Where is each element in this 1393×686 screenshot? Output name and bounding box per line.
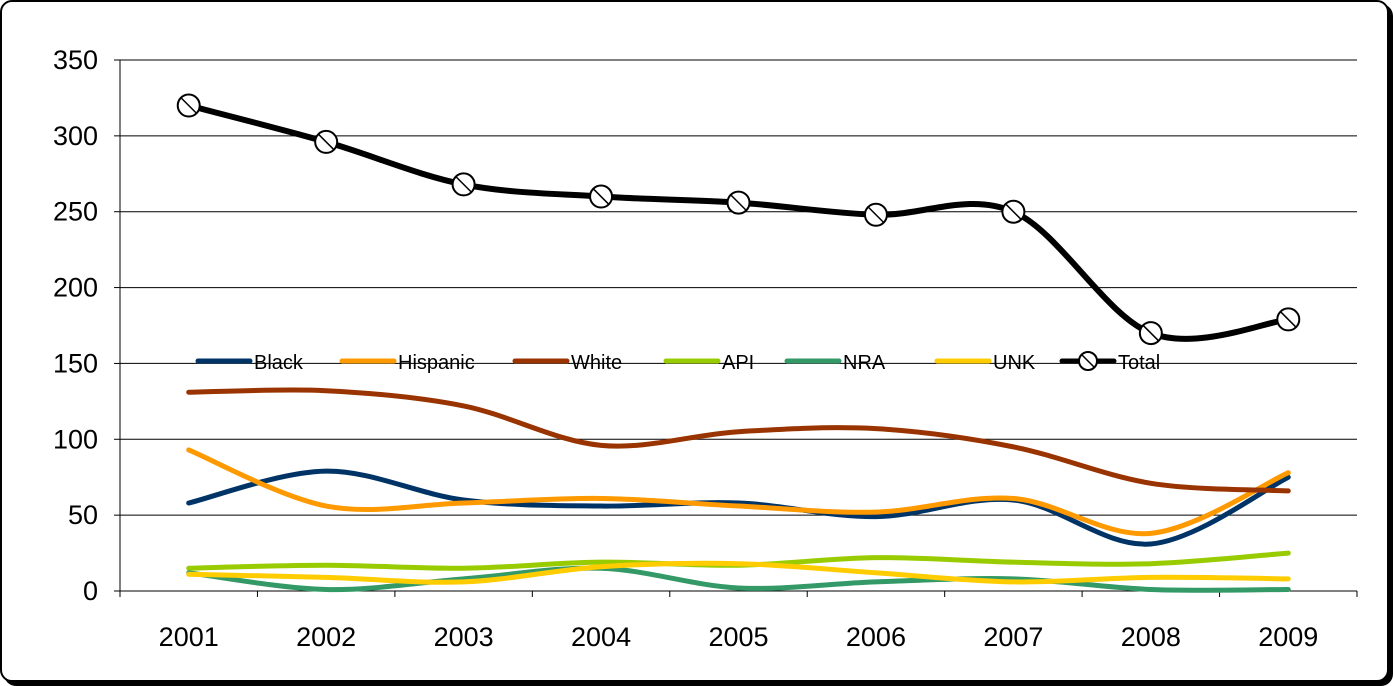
legend-label-white: White [571,352,622,374]
data-point-cross [180,96,198,115]
y-tick-label: 350 [53,45,98,75]
y-tick-label: 250 [53,197,98,227]
legend: Black Hispanic White API NRA UNK Total [195,351,1160,374]
legend-label-hispanic: Hispanic [398,352,475,374]
series-line-hispanic [186,447,1291,537]
legend-marker-cross [1080,353,1096,369]
x-tick-label: 2008 [1121,622,1181,652]
x-tick-label: 2002 [296,622,356,652]
gridlines [120,59,1357,516]
data-point-cross [1004,203,1022,221]
x-tick-label: 2004 [571,622,631,652]
y-tick-label: 50 [68,500,98,530]
data-point-cross [1279,310,1297,328]
legend-label-total: Total [1118,352,1160,374]
axes [114,59,1358,597]
series-line-total [185,102,1292,342]
data-point-cross [729,194,748,212]
y-tick-label: 200 [53,273,98,303]
x-tick-label: 2007 [983,622,1043,652]
series-line-white [186,387,1291,494]
series-lines [176,93,1301,593]
y-axis-ticks: 0 50 100 150 200 250 300 350 [53,45,98,606]
legend-label-api: API [722,352,754,374]
data-point-cross [592,188,610,206]
series-line-unk [186,560,1291,585]
x-tick-label: 2003 [434,622,494,652]
data-point-cross [1142,324,1160,342]
y-tick-label: 300 [53,121,98,151]
legend-label-unk: UNK [993,352,1036,374]
series-line-black [186,468,1291,547]
series-line-nra [186,565,1291,593]
y-tick-label: 0 [83,576,98,606]
data-point-cross [455,175,473,193]
x-axis-ticks: 2001 2002 2003 2004 2005 2006 2007 2008 2009 [159,622,1319,652]
y-tick-label: 100 [53,424,98,454]
y-tick-label: 150 [53,348,98,378]
x-tick-label: 2001 [159,622,219,652]
data-point-cross [867,206,885,224]
data-point-cross [317,133,335,151]
legend-label-nra: NRA [843,352,886,374]
x-tick-label: 2006 [846,622,906,652]
x-tick-label: 2009 [1258,622,1318,652]
legend-label-black: Black [254,352,304,374]
x-tick-label: 2005 [708,622,768,652]
